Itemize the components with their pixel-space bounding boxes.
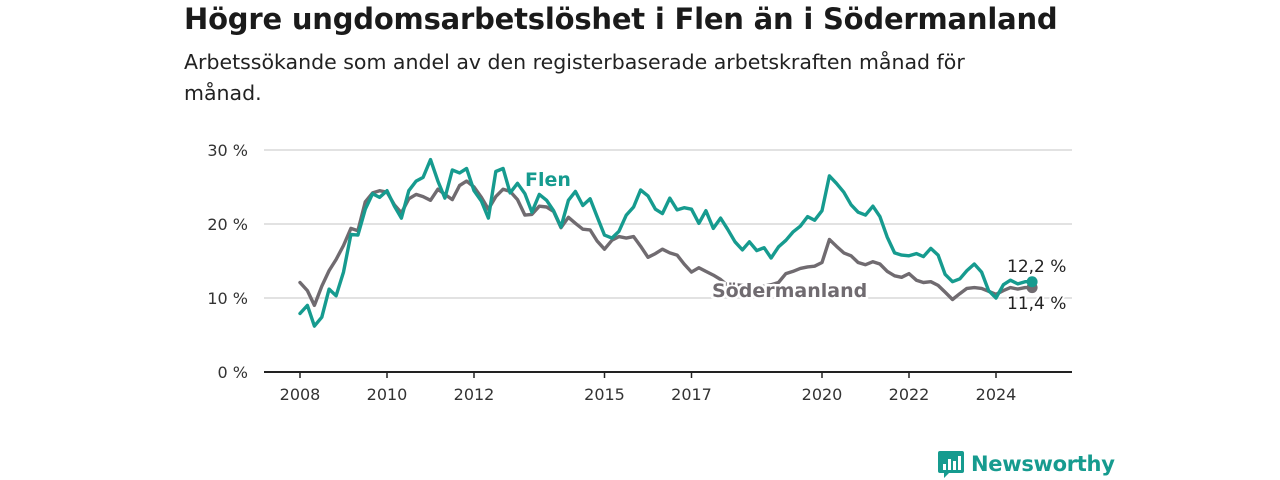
newsworthy-logo-icon [938, 451, 964, 478]
y-axis-ticks: 0 % 10 % 20 % 30 % [207, 141, 248, 382]
y-tick-label-10: 10 % [207, 289, 248, 308]
end-label-flen: 12,2 % [1007, 257, 1066, 277]
series-line-sodermanland [298, 179, 1034, 308]
y-tick-label-0: 0 % [218, 363, 248, 382]
x-tick-label-2012: 2012 [454, 385, 495, 404]
x-tick-label-2022: 2022 [889, 385, 930, 404]
y-tick-label-30: 30 % [207, 141, 248, 160]
chart-title: Högre ungdomsarbetslöshet i Flen än i Sö… [184, 2, 1058, 36]
y-tick-label-20: 20 % [207, 215, 248, 234]
series-label-sodermanland: Södermanland [712, 280, 867, 302]
grid-lines [264, 149, 1072, 299]
x-axis-ticks: 2008 2010 2012 2015 2017 2020 2022 2024 [280, 372, 1017, 404]
x-tick-label-2017: 2017 [671, 385, 712, 404]
chart-subtitle: Arbetssökande som andel av den registerb… [184, 50, 965, 105]
newsworthy-logo: Newsworthy [937, 448, 1115, 480]
series-endpoint-flen [1026, 276, 1038, 288]
series-lines [298, 157, 1038, 328]
series-labels: Flen Södermanland 12,2 % 11,4 % [523, 167, 1069, 317]
series-label-flen: Flen [525, 169, 571, 191]
series-line-flen [298, 157, 1034, 328]
x-tick-label-2024: 2024 [976, 385, 1017, 404]
x-tick-label-2015: 2015 [584, 385, 625, 404]
x-tick-label-2020: 2020 [802, 385, 843, 404]
end-label-sodermanland: 11,4 % [1007, 294, 1066, 314]
x-tick-label-2008: 2008 [280, 385, 321, 404]
x-tick-label-2010: 2010 [367, 385, 408, 404]
newsworthy-logo-text: Newsworthy [971, 452, 1115, 476]
